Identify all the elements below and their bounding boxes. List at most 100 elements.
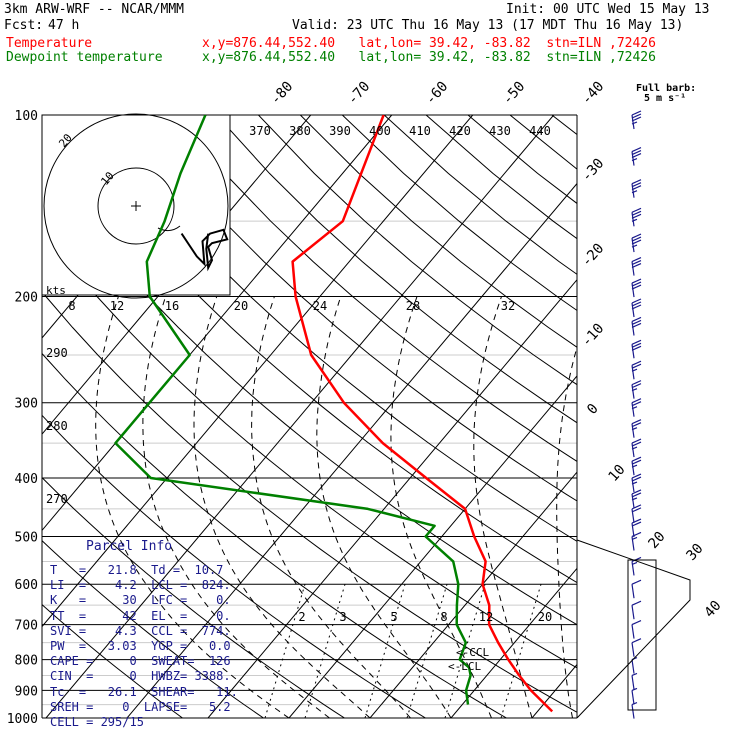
right-edge-frame bbox=[576, 539, 691, 719]
dry-adiabat-370 bbox=[216, 115, 577, 424]
wind-barb-400 bbox=[631, 473, 642, 493]
pressure-label-700: 700 bbox=[15, 619, 38, 634]
theta-e-label-380: 380 bbox=[289, 124, 311, 138]
wind-barb-450 bbox=[631, 504, 642, 523]
isotherm--20 bbox=[207, 278, 577, 718]
mixing-lower-label-5: 5 bbox=[390, 610, 397, 624]
wind-barb-220 bbox=[631, 316, 642, 336]
theta-e-label-370: 370 bbox=[249, 124, 271, 138]
isotherm--50 bbox=[42, 115, 474, 628]
dry-adiabat-340 bbox=[90, 115, 577, 542]
parcel-row: TT = 42 EL = 0. bbox=[50, 608, 231, 623]
model-title: 3km ARW-WRF -- NCAR/MMM bbox=[4, 2, 185, 17]
forecast-hour: 47 h bbox=[48, 18, 80, 33]
parcel-row: PW = 3.03 YGP = 0.0 bbox=[50, 639, 231, 654]
temperature-point-info: x,y=876.44,552.40 lat,lon= 39.42, -83.82… bbox=[202, 36, 656, 51]
theta-e-label-420: 420 bbox=[449, 124, 471, 138]
wind-barb-260 bbox=[631, 360, 642, 380]
wind-barb-500 bbox=[631, 531, 642, 551]
moist-adiabat-10 bbox=[316, 296, 452, 718]
wind-barb-300 bbox=[631, 398, 642, 417]
theta-label-290: 290 bbox=[46, 346, 68, 360]
dry-adiabat-330 bbox=[48, 115, 577, 584]
parcel-row: SREH = 0 LAPSE= 5.2 bbox=[50, 699, 231, 714]
mixing-upper-label-24: 24 bbox=[313, 299, 327, 313]
barb-legend-title: Full barb: bbox=[636, 83, 697, 94]
mixing-upper-label-28: 28 bbox=[406, 299, 420, 313]
init-time: Init: 00 UTC Wed 15 May 13 bbox=[506, 2, 710, 17]
pressure-label-800: 800 bbox=[15, 654, 38, 669]
pressure-label-600: 600 bbox=[15, 578, 38, 593]
dry-adiabat-380 bbox=[258, 115, 577, 386]
dry-adiabat-310 bbox=[42, 228, 577, 669]
wind-barb-145 bbox=[631, 207, 642, 227]
wind-barb-240 bbox=[631, 339, 642, 359]
theta-e-label-440: 440 bbox=[529, 124, 551, 138]
wind-barb-205 bbox=[631, 298, 642, 318]
wind-barb-100 bbox=[631, 110, 642, 130]
wind-barb-350 bbox=[631, 438, 642, 458]
wind-barb-850 bbox=[631, 672, 638, 690]
parcel-row: LI = 4.2 LCL = 824. bbox=[50, 578, 231, 593]
theta-e-label-400: 400 bbox=[369, 124, 391, 138]
dry-adiabat-320 bbox=[42, 166, 577, 626]
mixing-upper-label-32: 32 bbox=[501, 299, 515, 313]
lcl-marker: <-LCL bbox=[448, 660, 481, 673]
wind-barb-160 bbox=[631, 233, 642, 253]
hodograph-trace bbox=[180, 228, 229, 272]
wind-barb-425 bbox=[631, 489, 642, 509]
pressure-label-100: 100 bbox=[15, 109, 38, 124]
parcel-row: CAPE = 0 SWEAT= 126 bbox=[50, 654, 231, 669]
dry-adiabat-260 bbox=[42, 539, 264, 718]
dewpoint-legend: Dewpoint temperature bbox=[6, 50, 163, 65]
dry-adiabat-300 bbox=[42, 290, 577, 713]
wind-barb-375 bbox=[631, 456, 642, 476]
wind-barb-175 bbox=[631, 257, 642, 276]
wind-barb-550 bbox=[631, 556, 642, 576]
mixing-upper-label-16: 16 bbox=[165, 299, 179, 313]
theta-label-280: 280 bbox=[46, 419, 68, 433]
dewpoint-line bbox=[114, 115, 472, 705]
valid-time: Valid: 23 UTC Thu 16 May 13 (17 MDT Thu … bbox=[292, 18, 684, 33]
mixing-upper-label-12: 12 bbox=[110, 299, 124, 313]
parcel-info-table: T = 21.8 Td = 10.7 LI = 4.2 LCL = 824. K =… bbox=[50, 563, 238, 730]
isotherm--10 bbox=[288, 375, 577, 718]
hodograph-ring-20 bbox=[43, 113, 229, 299]
wind-barbs bbox=[627, 110, 657, 719]
theta-e-label-430: 430 bbox=[489, 124, 511, 138]
sounding-series bbox=[114, 115, 554, 713]
wind-barb-115 bbox=[631, 147, 642, 166]
pressure-label-1000: 1000 bbox=[7, 712, 38, 727]
wind-barb-280 bbox=[631, 380, 642, 399]
pressure-label-500: 500 bbox=[15, 530, 38, 545]
mixing-lower-label-20: 20 bbox=[538, 610, 552, 624]
isotherm--40 bbox=[45, 115, 555, 718]
dry-adiabat-270 bbox=[42, 476, 345, 718]
isotherm-0 bbox=[369, 471, 577, 718]
hodograph-unit: kts bbox=[46, 284, 66, 297]
mixing-lower-label-2: 2 bbox=[298, 610, 305, 624]
wind-barb-600 bbox=[631, 579, 642, 599]
pressure-label-400: 400 bbox=[15, 472, 38, 487]
dry-adiabat-280 bbox=[42, 414, 426, 718]
parcel-row: CELL = 295/15 bbox=[50, 715, 144, 730]
isotherm-10 bbox=[450, 567, 577, 718]
parcel-row: T = 21.8 Td = 10.7 bbox=[50, 563, 224, 577]
pressure-label-300: 300 bbox=[15, 397, 38, 412]
wind-barb-700 bbox=[631, 620, 642, 639]
parcel-row: CIN = 0 HWBZ= 3388. bbox=[50, 669, 231, 684]
parcel-row: SVI = 4.3 CCL = 774. bbox=[50, 623, 231, 638]
mixing-upper-label-8: 8 bbox=[68, 299, 75, 313]
wind-barb-325 bbox=[631, 419, 642, 438]
wind-barb-190 bbox=[631, 278, 642, 298]
parcel-info-title: Parcel Info bbox=[86, 539, 173, 554]
isotherm--30 bbox=[126, 182, 577, 718]
pressure-label-900: 900 bbox=[15, 684, 38, 699]
wind-barb-750 bbox=[631, 638, 642, 657]
dewpoint-point-info: x,y=876.44,552.40 lat,lon= 39.42, -83.82… bbox=[202, 50, 656, 65]
barb-legend-unit: 5 m s⁻¹ bbox=[644, 93, 687, 104]
pressure-label-200: 200 bbox=[15, 291, 38, 306]
ccl-marker: <-CCL bbox=[456, 646, 489, 659]
dry-adiabat-290 bbox=[42, 352, 507, 718]
